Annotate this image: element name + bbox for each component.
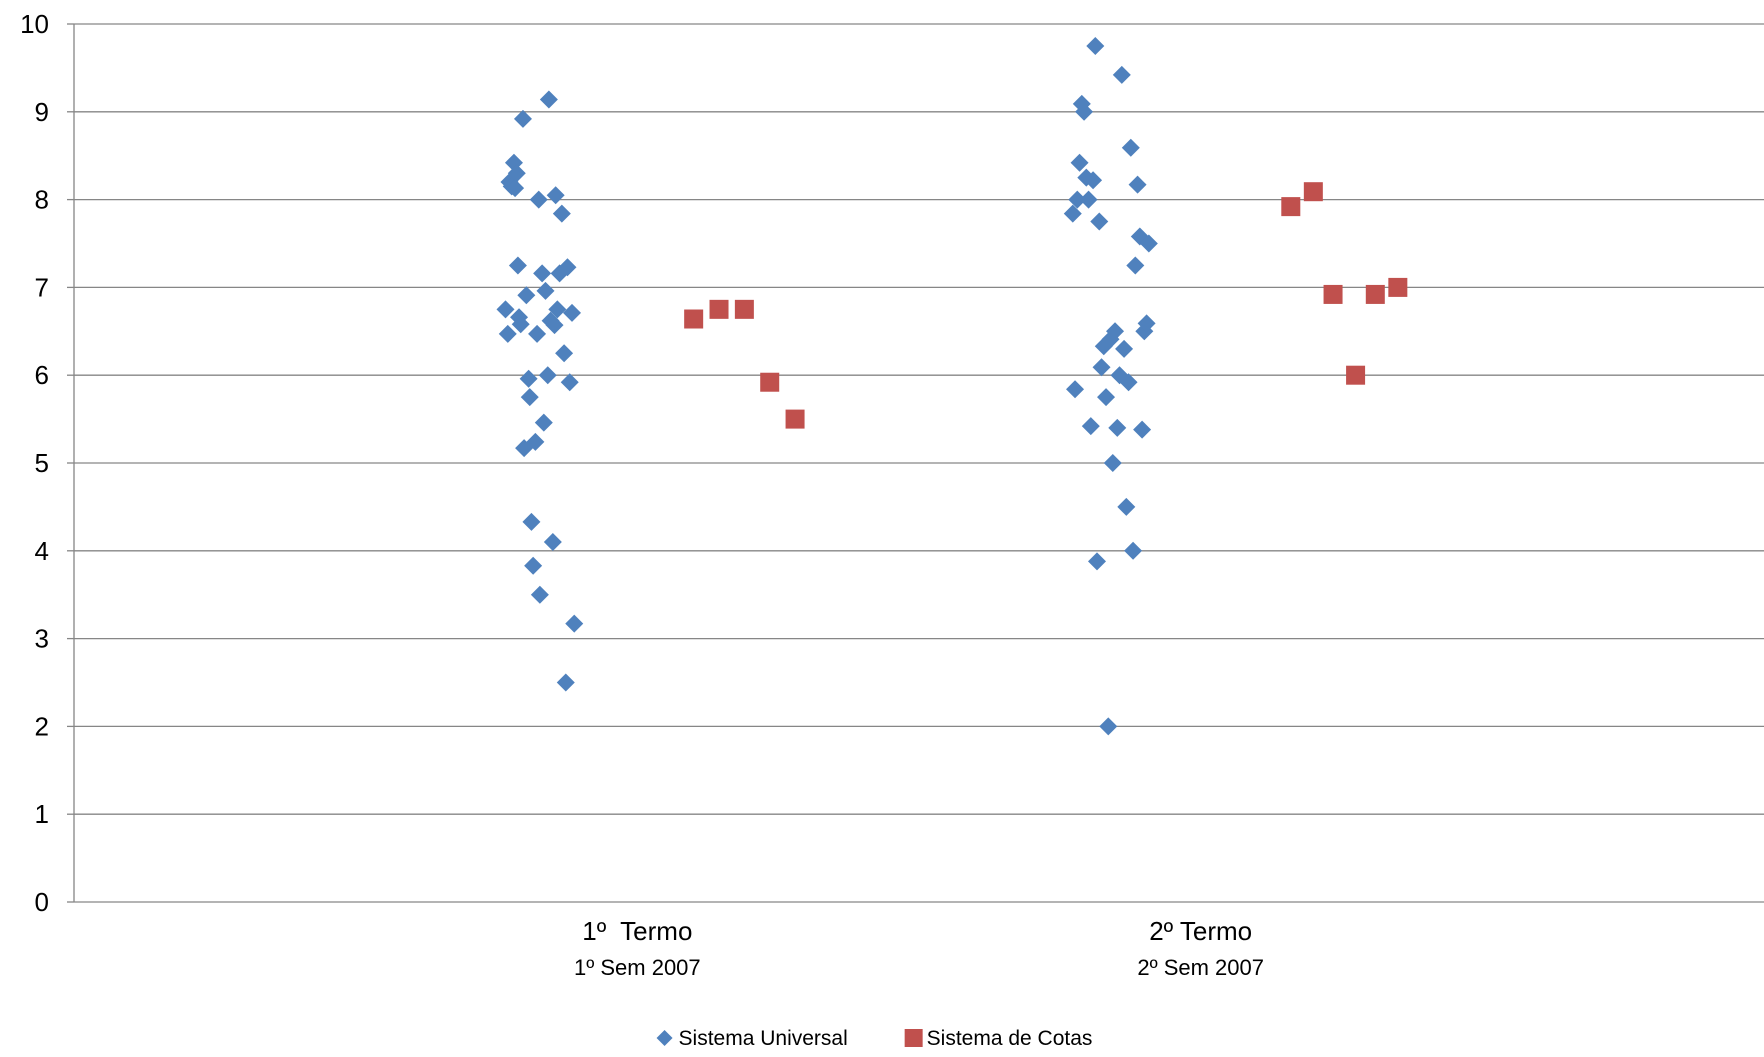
sistema-universal-point	[517, 286, 536, 305]
sistema-universal-point	[506, 179, 525, 198]
y-tick-label: 3	[35, 624, 49, 654]
sistema-universal-point	[1124, 541, 1143, 560]
x-category-sublabel: 1º Sem 2007	[574, 955, 701, 980]
sistema-universal-point	[1133, 420, 1152, 439]
sistema-universal-point	[1086, 36, 1105, 55]
sistema-universal-point	[507, 164, 526, 183]
sistema-universal-point	[1115, 339, 1134, 358]
sistema-de-cotas-point	[1365, 284, 1385, 304]
sistema-universal-point	[1088, 552, 1107, 571]
legend: Sistema Universal Sistema de Cotas	[656, 1027, 1093, 1050]
sistema-universal-point	[1097, 388, 1116, 407]
sistema-universal-point	[508, 256, 527, 275]
sistema-universal-point	[1119, 373, 1138, 392]
sistema-universal-point	[1084, 171, 1103, 190]
sistema-universal-point	[543, 533, 562, 552]
sistema-universal-point	[1063, 204, 1082, 223]
y-tick-label: 4	[35, 536, 49, 566]
sistema-universal-point	[1070, 153, 1089, 172]
sistema-universal-point	[1106, 322, 1125, 341]
sistema-de-cotas-point	[1346, 365, 1366, 385]
sistema-universal-point	[548, 300, 567, 319]
sistema-universal-point	[522, 512, 541, 531]
data-points	[496, 36, 1408, 736]
sistema-universal-point	[565, 614, 584, 633]
y-tick-label: 2	[35, 711, 49, 741]
legend-label: Sistema Universal	[679, 1027, 848, 1050]
x-category-sublabel: 2º Sem 2007	[1137, 955, 1264, 980]
sistema-de-cotas-point	[785, 409, 805, 429]
sistema-universal-point	[538, 366, 557, 385]
sistema-universal-point	[528, 324, 547, 343]
x-category-label: 1º Termo	[582, 916, 692, 946]
sistema-universal-point	[1126, 256, 1145, 275]
sistema-universal-point	[545, 316, 564, 335]
sistema-universal-point	[530, 585, 549, 604]
sistema-de-cotas-point	[1303, 182, 1323, 202]
x-axis-categories: 1º Termo 1º Sem 2007 2º Termo 2º Sem 2007	[574, 916, 1264, 980]
sistema-universal-point	[546, 186, 565, 205]
sistema-universal-point	[560, 373, 579, 392]
sistema-universal-point	[533, 264, 552, 283]
y-tick-label: 7	[35, 272, 49, 302]
y-tick-label: 10	[20, 9, 49, 39]
legend-diamond-icon	[656, 1030, 673, 1046]
sistema-universal-point	[1068, 190, 1087, 209]
gridlines	[74, 23, 1764, 815]
sistema-de-cotas-point	[1281, 197, 1301, 217]
sistema-universal-point	[1137, 314, 1156, 333]
sistema-universal-point	[1121, 138, 1140, 157]
legend-item: Sistema Universal	[656, 1027, 848, 1050]
sistema-universal-point	[534, 413, 553, 432]
sistema-universal-point	[1103, 454, 1122, 472]
sistema-universal-point	[1117, 497, 1136, 516]
x-category-label: 2º Termo	[1149, 916, 1252, 946]
sistema-universal-point	[1139, 234, 1158, 253]
sistema-universal-point	[1081, 417, 1100, 436]
sistema-universal-point	[1079, 190, 1098, 209]
sistema-universal-point	[519, 369, 538, 388]
sistema-de-cotas-point	[1388, 277, 1408, 297]
sistema-universal-point	[562, 303, 581, 322]
sistema-de-cotas-point	[734, 299, 754, 319]
sistema-universal-point	[1099, 717, 1118, 736]
sistema-universal-point	[552, 204, 571, 223]
sistema-universal-point	[526, 432, 545, 451]
sistema-universal-point	[496, 300, 515, 319]
sistema-de-cotas-point	[1323, 284, 1343, 304]
sistema-universal-point	[498, 324, 517, 343]
y-tick-label: 6	[35, 360, 49, 390]
sistema-universal-point	[513, 109, 532, 128]
sistema-universal-point	[536, 281, 555, 300]
sistema-universal-point	[555, 344, 574, 363]
sistema-universal-point	[524, 556, 543, 575]
y-tick-label: 8	[35, 185, 49, 215]
y-tick-label: 1	[35, 799, 49, 829]
y-axis-ticks: 0 1 2 3 4 5 6 7 8 9 10	[20, 9, 74, 917]
y-tick-label: 5	[35, 448, 49, 478]
sistema-universal-point	[539, 90, 558, 109]
sistema-universal-point	[529, 190, 548, 209]
sistema-universal-point	[1128, 175, 1147, 194]
y-tick-label: 9	[35, 97, 49, 127]
sistema-universal-point	[511, 315, 530, 334]
sistema-de-cotas-point	[684, 309, 704, 329]
legend-square-icon	[904, 1029, 923, 1047]
sistema-universal-point	[1066, 380, 1085, 399]
sistema-universal-point	[1075, 102, 1094, 121]
legend-label: Sistema de Cotas	[927, 1027, 1093, 1050]
sistema-universal-point	[1112, 65, 1131, 84]
sistema-de-cotas-point	[760, 372, 780, 392]
y-tick-label: 0	[35, 887, 49, 917]
sistema-universal-point	[1108, 418, 1127, 437]
legend-item: Sistema de Cotas	[904, 1027, 1093, 1050]
sistema-universal-point	[520, 388, 539, 407]
sistema-universal-point	[1092, 358, 1111, 377]
sistema-universal-point	[556, 673, 575, 692]
sistema-universal-point	[1090, 212, 1109, 231]
sistema-universal-point	[558, 258, 577, 277]
sistema-de-cotas-point	[709, 299, 729, 319]
